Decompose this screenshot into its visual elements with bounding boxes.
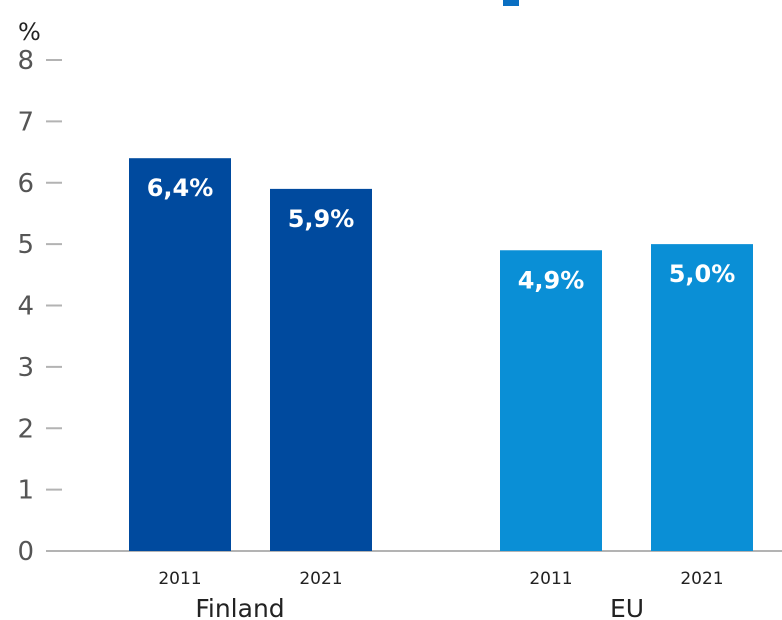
y-axis-unit-label: % — [18, 18, 41, 46]
y-tick-label: 4 — [17, 292, 34, 322]
bar-value-label: 5,9% — [288, 205, 355, 233]
y-tick-label: 3 — [17, 353, 34, 383]
x-category-label: 2021 — [299, 569, 342, 589]
y-tick-label: 8 — [17, 46, 34, 76]
bar-value-label: 4,9% — [518, 266, 585, 294]
y-tick-label: 6 — [17, 169, 34, 199]
y-tick-label: 5 — [17, 230, 34, 260]
bar — [129, 158, 231, 551]
clipped-title-fragment — [503, 0, 519, 6]
y-tick-label: 2 — [17, 414, 34, 444]
y-tick-label: 1 — [17, 476, 34, 506]
bars: 6,4% 5,9% 4,9% 5,0% — [129, 158, 753, 551]
x-category-label: 2011 — [158, 569, 201, 589]
x-group-label: EU — [610, 594, 644, 620]
y-axis-ticks: 0 1 2 3 4 5 6 7 8 — [17, 46, 62, 567]
bar — [651, 244, 753, 551]
x-category-label: 2011 — [529, 569, 572, 589]
bar — [500, 250, 602, 551]
x-group-label: Finland — [195, 594, 284, 620]
bar — [270, 188, 372, 551]
x-category-label: 2021 — [680, 569, 723, 589]
title-fragment-mark — [503, 0, 519, 6]
bar-value-label: 5,0% — [669, 260, 736, 288]
bar-value-label: 6,4% — [147, 174, 214, 202]
y-tick-label: 0 — [17, 537, 34, 567]
x-axis-labels: 2011 2021 Finland 2011 2021 EU — [158, 569, 723, 620]
y-tick-label: 7 — [17, 107, 34, 137]
